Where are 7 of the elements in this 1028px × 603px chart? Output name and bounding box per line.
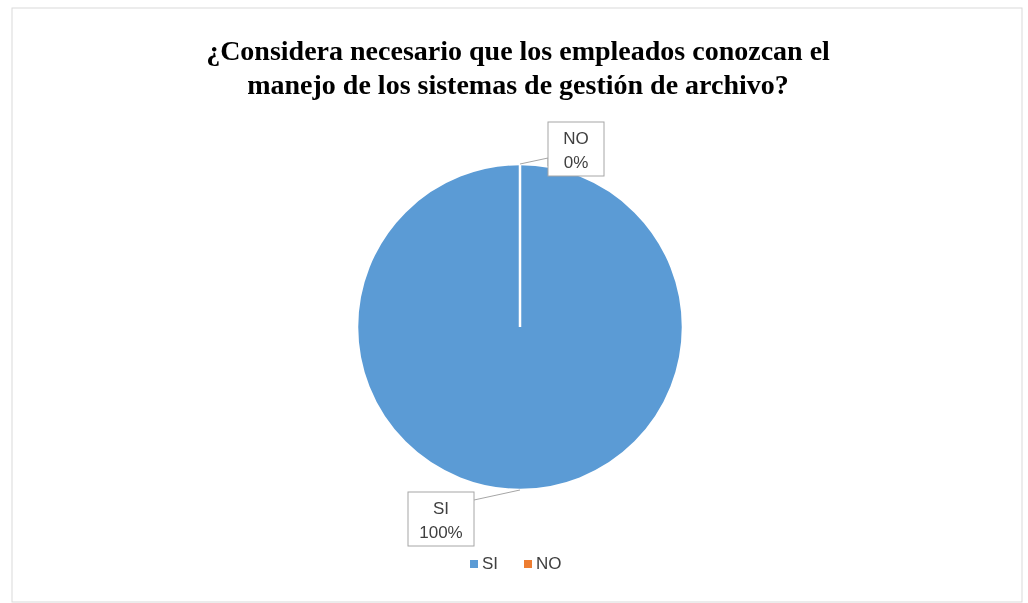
legend-label: SI	[482, 554, 499, 573]
text: 0%	[563, 153, 589, 172]
data-label: 100%	[419, 523, 463, 542]
category-label: NO	[563, 129, 589, 148]
chart-title: ¿Considera necesario que los empleados conozcan el manejo de los sistemas de gestión de archivo?	[206, 35, 831, 100]
slice-label: SI	[432, 499, 450, 518]
legend-label: NO	[536, 554, 562, 573]
